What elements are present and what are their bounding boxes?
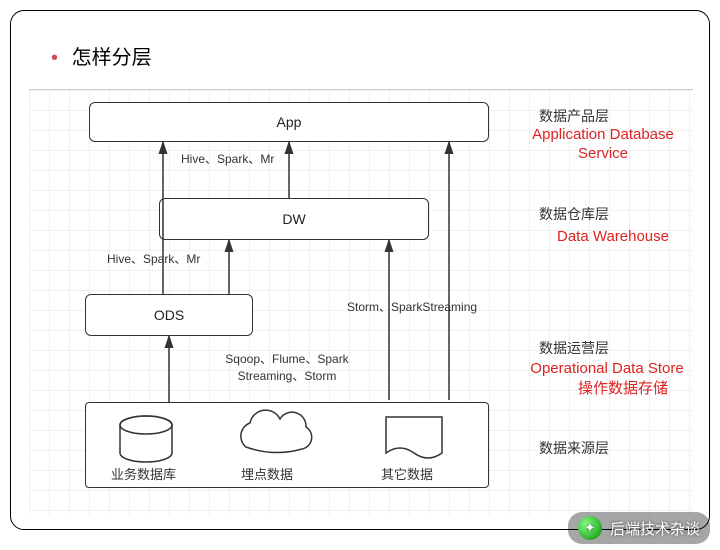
layer-app-en: Application Database Service xyxy=(513,126,693,164)
edge-label-4: Storm、SparkStreaming xyxy=(347,298,477,315)
layer-ods-cn: 数据运营层 xyxy=(539,338,609,358)
node-ods-label: ODS xyxy=(154,307,184,323)
node-dw-label: DW xyxy=(282,211,305,227)
layer-ods-extra: 操作数据存储 xyxy=(543,380,703,399)
layer-app-cn: 数据产品层 xyxy=(539,106,609,126)
source-db-label: 业务数据库 xyxy=(111,464,176,483)
node-app: App xyxy=(89,102,489,142)
watermark-logo-icon: ✦ xyxy=(578,516,602,540)
node-ods: ODS xyxy=(85,294,253,336)
watermark: ✦ 后端技术杂谈 xyxy=(568,512,710,544)
slide-frame: • 怎样分层 App DW ODS 业务数据库 埋 xyxy=(10,10,710,530)
layer-src-cn: 数据来源层 xyxy=(539,438,609,458)
title-text: 怎样分层 xyxy=(72,47,152,69)
watermark-text: 后端技术杂谈 xyxy=(610,518,700,539)
layer-dw-cn: 数据仓库层 xyxy=(539,204,609,224)
layer-ods-en: Operational Data Store xyxy=(517,360,697,379)
diagram-area: App DW ODS 业务数据库 埋点数据 其它数据 xyxy=(29,89,693,515)
bullet-dot-icon: • xyxy=(51,47,58,69)
node-app-label: App xyxy=(277,114,302,130)
slide-title: • 怎样分层 xyxy=(51,41,152,70)
source-log-label: 埋点数据 xyxy=(241,464,293,483)
edge-label-0: Hive、Spark、Mr xyxy=(181,150,274,167)
edge-label-3: Hive、Spark、Mr xyxy=(107,250,200,267)
source-other-label: 其它数据 xyxy=(381,464,433,483)
node-dw: DW xyxy=(159,198,429,240)
edge-label-5: Sqoop、Flume、Spark Streaming、Storm xyxy=(197,350,377,384)
layer-dw-en: Data Warehouse xyxy=(533,228,693,247)
